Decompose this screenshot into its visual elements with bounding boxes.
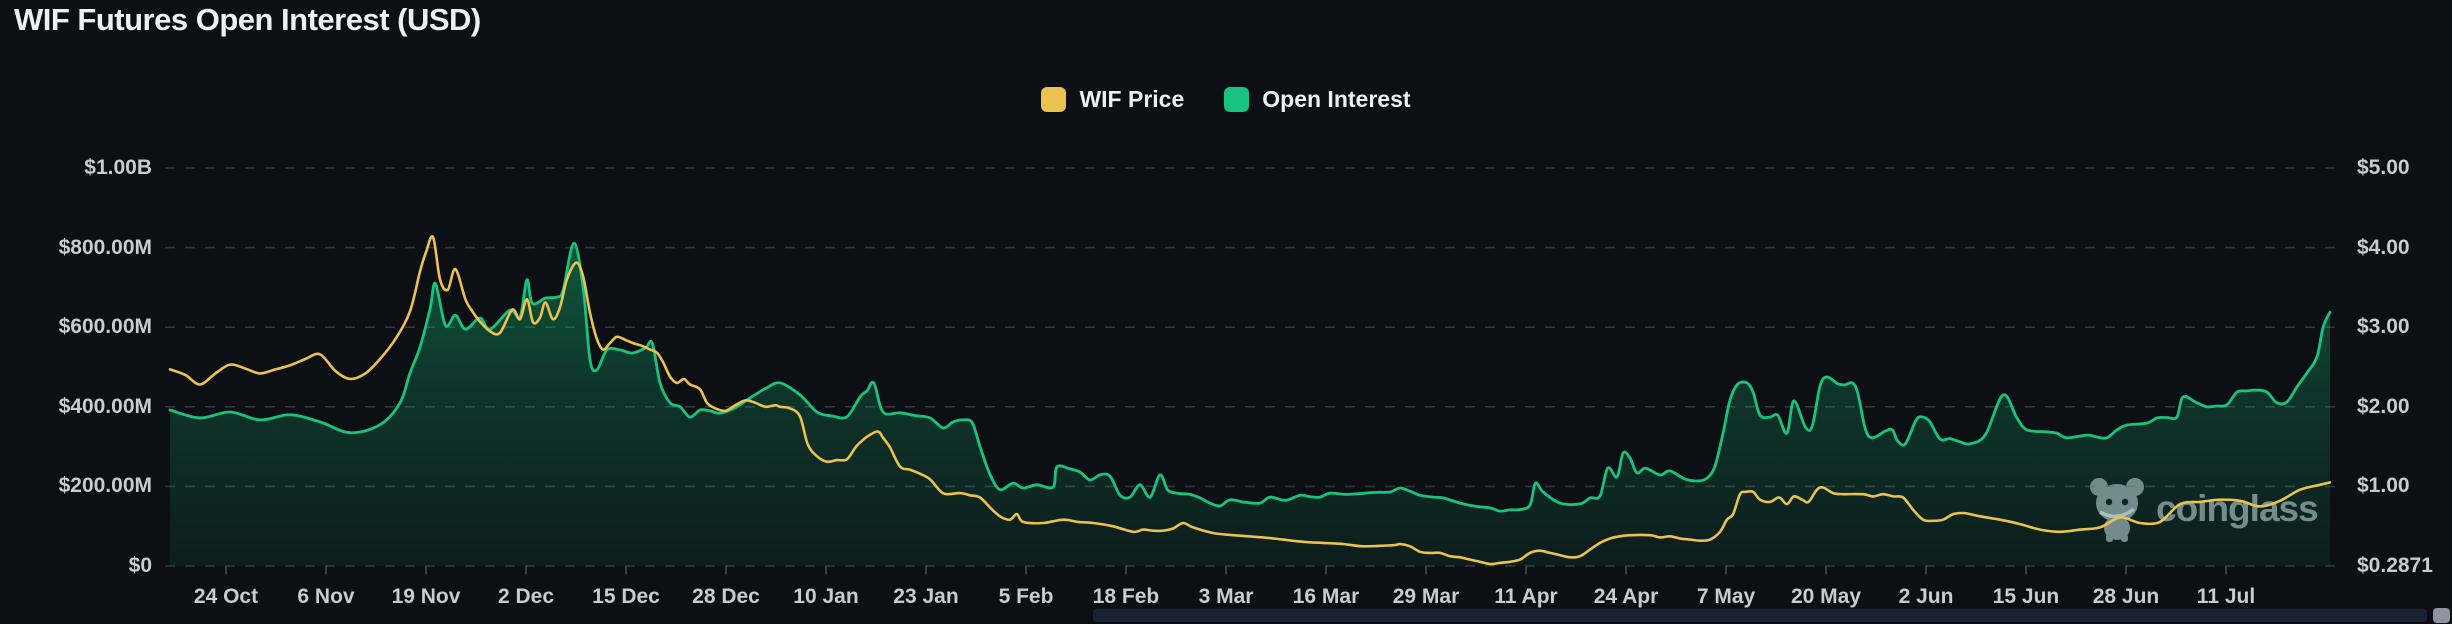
x-axis-label: 15 Jun bbox=[1992, 585, 2060, 608]
x-axis-label: 28 Jun bbox=[2092, 585, 2160, 608]
open-interest-line bbox=[168, 241, 2332, 513]
x-axis-label: 11 Jul bbox=[2196, 585, 2256, 608]
x-axis-label: 10 Jan bbox=[793, 585, 859, 608]
chart-zoom-scrollbar[interactable] bbox=[1093, 609, 2427, 622]
left-y-axis-label: $0 bbox=[128, 554, 152, 577]
x-axis-label: 19 Nov bbox=[391, 585, 461, 608]
x-axis-label: 20 May bbox=[1790, 585, 1862, 608]
x-axis-label: 7 May bbox=[1696, 585, 1756, 608]
open-interest-swatch-icon bbox=[1224, 87, 1250, 112]
x-axis-label: 5 Feb bbox=[998, 585, 1054, 608]
legend-item-open-interest[interactable]: Open Interest bbox=[1224, 86, 1411, 113]
x-axis-label: 29 Mar bbox=[1392, 585, 1460, 608]
left-y-axis-label: $200.00M bbox=[58, 474, 152, 498]
open-interest-area bbox=[170, 243, 2330, 566]
legend-label: WIF Price bbox=[1079, 86, 1185, 112]
x-axis-label: 24 Apr bbox=[1593, 585, 1659, 608]
right-y-axis-label: $2.00 bbox=[2357, 394, 2410, 418]
legend-item-wif-price[interactable]: WIF Price bbox=[1041, 86, 1184, 113]
x-axis-label: 18 Feb bbox=[1092, 585, 1160, 608]
x-axis-label: 3 Mar bbox=[1198, 585, 1254, 608]
right-y-axis-label: $3.00 bbox=[2357, 315, 2410, 339]
right-y-axis-label: $5.00 bbox=[2357, 156, 2410, 179]
x-axis-ticks bbox=[225, 566, 2227, 574]
x-axis-label: 23 Jan bbox=[893, 585, 959, 608]
x-axis-label: 15 Dec bbox=[592, 585, 660, 608]
right-y-axis-label: $0.2871 bbox=[2357, 554, 2433, 577]
x-axis-label: 24 Oct bbox=[193, 585, 259, 608]
left-y-axis-label: $600.00M bbox=[58, 315, 152, 339]
x-axis-label: 16 Mar bbox=[1292, 585, 1360, 608]
wif-price-line bbox=[168, 235, 2332, 566]
x-axis-label: 28 Dec bbox=[692, 585, 760, 608]
page-title: WIF Futures Open Interest (USD) bbox=[14, 2, 481, 37]
wif-price-swatch-icon bbox=[1041, 87, 1067, 112]
x-axis-label: 2 Dec bbox=[497, 585, 555, 608]
left-y-axis-label: $800.00M bbox=[58, 235, 152, 259]
right-y-axis-label: $1.00 bbox=[2357, 474, 2410, 498]
right-y-axis-label: $4.00 bbox=[2357, 235, 2410, 259]
x-axis-label: 11 Apr bbox=[1494, 585, 1558, 608]
left-y-axis-label: $1.00B bbox=[84, 156, 152, 179]
x-axis-label: 6 Nov bbox=[297, 585, 355, 608]
left-y-axis-label: $400.00M bbox=[58, 394, 152, 418]
chart-legend: WIF Price Open Interest bbox=[0, 86, 2452, 113]
scrollbar-handle[interactable] bbox=[2433, 608, 2450, 623]
x-axis-label: 2 Jun bbox=[1898, 585, 1954, 608]
legend-label: Open Interest bbox=[1262, 86, 1411, 112]
